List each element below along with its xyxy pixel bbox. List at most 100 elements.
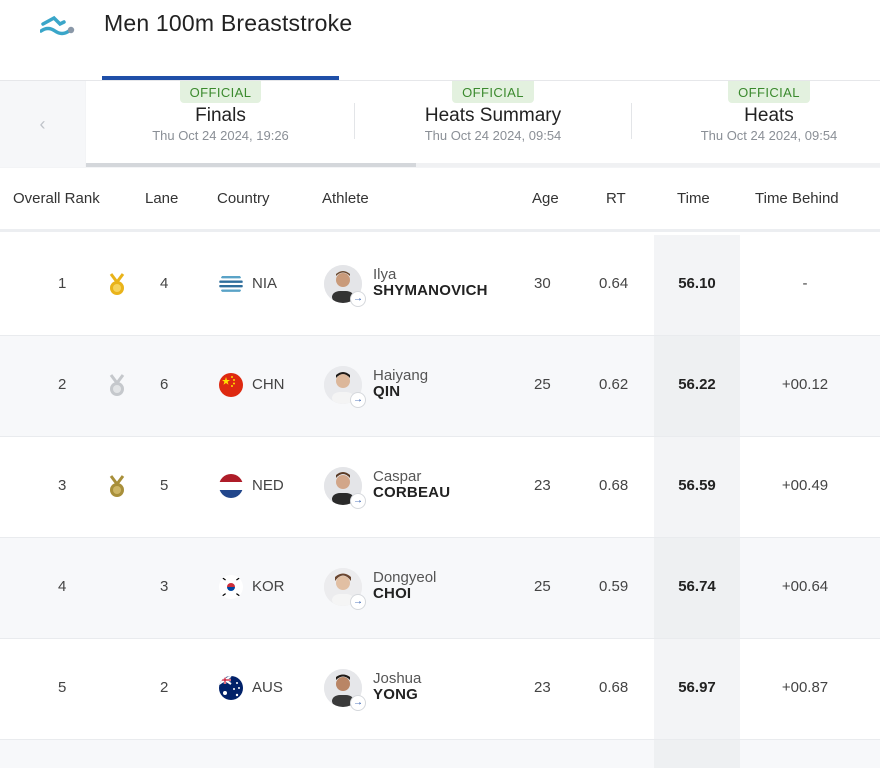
col-overall-rank[interactable]: Overall Rank [13, 190, 100, 207]
col-lane[interactable]: Lane [145, 190, 179, 207]
table-row[interactable]: 3 5 NED → Caspar CORBEAU 23 0.68 56.59 +… [0, 437, 880, 538]
phase-tabs: ‹ OFFICIAL Finals Thu Oct 24 2024, 19:26… [0, 80, 880, 168]
rank: 3 [58, 477, 67, 494]
reaction-time: 0.64 [599, 275, 629, 292]
reaction-time: 0.59 [599, 578, 629, 595]
col-time-behind[interactable]: Time Behind [755, 190, 839, 207]
country-code: NED [252, 477, 284, 494]
athlete-name[interactable]: Joshua YONG [373, 671, 421, 703]
results-table-header: Overall Rank Lane Country Athlete Age RT… [0, 168, 880, 232]
arrow-right-icon: → [350, 594, 366, 610]
athlete-name[interactable]: Caspar CORBEAU [373, 469, 450, 501]
athlete-first-name: Joshua [373, 670, 422, 687]
lane: 5 [160, 477, 169, 494]
active-tab-indicator [102, 76, 339, 80]
tab-label: Finals [195, 105, 246, 126]
reaction-time: 0.62 [599, 376, 629, 393]
result-time: 56.59 [678, 477, 716, 494]
age: 25 [534, 578, 551, 595]
bronze-medal-icon [109, 475, 125, 497]
table-row[interactable]: 1 4 NIA → Ilya SHYMANOVICH 30 0.64 56.10… [0, 235, 880, 336]
col-athlete[interactable]: Athlete [322, 190, 369, 207]
time-behind: +00.12 [781, 376, 829, 393]
athlete-avatar[interactable]: → [324, 467, 366, 509]
tab-label: Heats [744, 105, 794, 126]
athlete-last-name: YONG [373, 686, 418, 703]
age: 25 [534, 376, 551, 393]
time-column-bg [654, 235, 740, 335]
time-behind: +00.64 [781, 578, 829, 595]
country-code: AUS [252, 679, 283, 696]
table-row[interactable]: 2 6 CHN → Haiyang QIN 25 0.62 56.22 +00.… [0, 336, 880, 437]
official-badge: OFFICIAL [728, 81, 810, 103]
official-badge: OFFICIAL [179, 81, 262, 103]
country-code: KOR [252, 578, 285, 595]
athlete-name[interactable]: Haiyang QIN [373, 368, 428, 400]
lane: 6 [160, 376, 169, 393]
athlete-name[interactable]: Ilya SHYMANOVICH [373, 267, 488, 299]
lane: 4 [160, 275, 169, 292]
tab-date: Thu Oct 24 2024, 19:26 [152, 128, 289, 143]
table-row[interactable]: 5 2 AUS → Joshua YONG 23 0.68 56.97 +00.… [0, 639, 880, 740]
tab-date: Thu Oct 24 2024, 09:54 [700, 128, 838, 143]
athlete-name[interactable]: Dongyeol CHOI [373, 570, 436, 602]
result-time: 56.74 [678, 578, 716, 595]
silver-medal-icon [109, 374, 125, 396]
lane: 2 [160, 679, 169, 696]
time-column-bg [654, 336, 740, 436]
athlete-first-name: Ilya [373, 266, 397, 283]
col-rt[interactable]: RT [606, 190, 626, 207]
age: 30 [534, 275, 551, 292]
table-row[interactable] [0, 740, 880, 768]
arrow-right-icon: → [350, 291, 366, 307]
athlete-avatar[interactable]: → [324, 366, 366, 408]
athlete-first-name: Caspar [373, 468, 422, 485]
official-badge: OFFICIAL [452, 81, 534, 103]
ned-flag-icon [219, 474, 243, 498]
table-row[interactable]: 4 3 KOR → Dongyeol CHOI 25 0.59 56.74 +0… [0, 538, 880, 639]
col-age[interactable]: Age [532, 190, 559, 207]
tabs-prev-button[interactable]: ‹ [0, 81, 85, 167]
athlete-avatar[interactable]: → [324, 568, 366, 610]
athlete-first-name: Haiyang [373, 367, 429, 384]
time-column-bg [654, 639, 740, 739]
arrow-right-icon: → [350, 493, 366, 509]
nia-flag-icon [219, 272, 243, 296]
athlete-first-name: Dongyeol [373, 569, 437, 586]
result-time: 56.97 [678, 679, 716, 696]
rank: 2 [58, 376, 67, 393]
time-column-bg [654, 437, 740, 537]
chn-flag-icon [219, 373, 243, 397]
col-country[interactable]: Country [217, 190, 270, 207]
lane: 3 [160, 578, 169, 595]
country-code: CHN [252, 376, 285, 393]
rank: 5 [58, 679, 67, 696]
result-time: 56.22 [678, 376, 716, 393]
athlete-avatar[interactable]: → [324, 265, 366, 307]
reaction-time: 0.68 [599, 679, 629, 696]
reaction-time: 0.68 [599, 477, 629, 494]
tab-divider [354, 103, 355, 139]
chevron-left-icon: ‹ [39, 113, 46, 134]
tab-heats[interactable]: OFFICIAL Heats Thu Oct 24 2024, 09:54 [656, 81, 880, 163]
tab-heats-summary[interactable]: OFFICIAL Heats Summary Thu Oct 24 2024, … [378, 81, 608, 163]
col-time[interactable]: Time [677, 190, 710, 207]
kor-flag-icon [219, 575, 243, 599]
time-column-bg [654, 740, 740, 768]
tab-date: Thu Oct 24 2024, 09:54 [424, 128, 562, 143]
tab-divider [631, 103, 632, 139]
time-behind: +00.87 [781, 679, 829, 696]
gold-medal-icon [109, 273, 125, 295]
tabs-scroll-track[interactable] [86, 163, 880, 167]
athlete-avatar[interactable]: → [324, 669, 366, 711]
athlete-last-name: QIN [373, 383, 401, 400]
time-behind: +00.49 [781, 477, 829, 494]
arrow-right-icon: → [350, 392, 366, 408]
result-time: 56.10 [678, 275, 716, 292]
age: 23 [534, 679, 551, 696]
tabs-scroll-thumb[interactable] [86, 163, 416, 167]
rank: 4 [58, 578, 67, 595]
tab-finals[interactable]: OFFICIAL Finals Thu Oct 24 2024, 19:26 [102, 81, 339, 163]
page-header: Men 100m Breaststroke [0, 0, 880, 80]
page-title: Men 100m Breaststroke [104, 10, 353, 36]
